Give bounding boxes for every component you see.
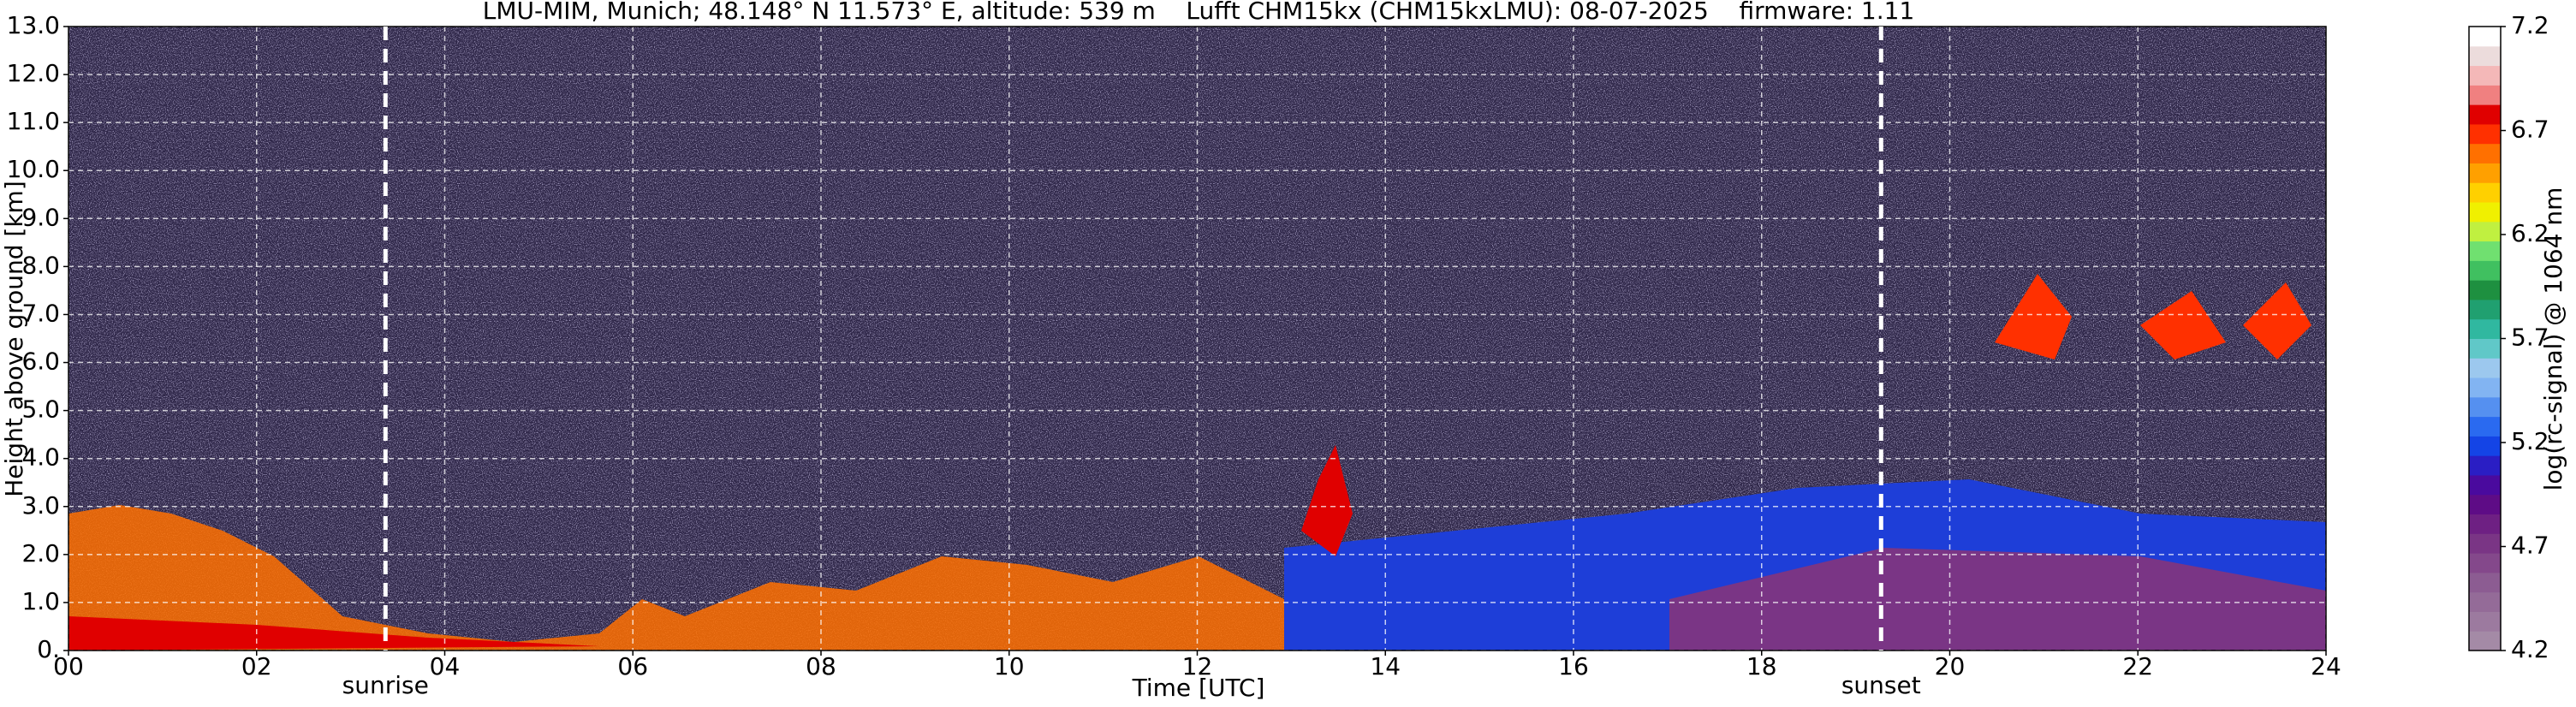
- x-tick-label: 18: [1746, 652, 1777, 680]
- colorbar-band: [2469, 202, 2501, 223]
- y-tick-label: 7.0: [21, 299, 60, 327]
- y-tick-label: 0.: [37, 635, 60, 663]
- colorbar-tick-label: 4.2: [2511, 635, 2549, 663]
- colorbar-band: [2469, 163, 2501, 183]
- colorbar-band: [2469, 358, 2501, 378]
- colorbar-band: [2469, 416, 2501, 437]
- colorbar-band: [2469, 494, 2501, 515]
- x-tick-label: 02: [241, 652, 272, 680]
- colorbar-band: [2469, 143, 2501, 163]
- colorbar-band: [2469, 631, 2501, 651]
- colorbar-band: [2469, 533, 2501, 554]
- boundary-layer: [1669, 548, 2326, 651]
- x-tick-label: 06: [617, 652, 648, 680]
- y-tick-label: 11.0: [7, 107, 60, 135]
- x-tick-label: 10: [994, 652, 1025, 680]
- y-tick-label: 4.0: [21, 443, 60, 472]
- colorbar-band: [2469, 45, 2501, 67]
- colorbar-band: [2469, 27, 2501, 47]
- colorbar-band: [2469, 514, 2501, 534]
- colorbar-tick-label: 7.2: [2511, 11, 2549, 39]
- x-axis-label: Time [UTC]: [1132, 674, 1265, 702]
- y-tick-label: 1.0: [21, 587, 60, 615]
- x-tick-label: 14: [1370, 652, 1401, 680]
- colorbar-tick-label: 4.7: [2511, 532, 2549, 560]
- chart-title: LMU-MIM, Munich; 48.148° N 11.573° E, al…: [483, 0, 1915, 25]
- colorbar-band: [2469, 474, 2501, 496]
- y-tick-label: 5.0: [21, 395, 60, 424]
- annotation-label: sunset: [1841, 671, 1921, 699]
- colorbar-tick-label: 5.2: [2511, 427, 2549, 455]
- colorbar-band: [2469, 241, 2501, 261]
- y-tick-label: 3.0: [21, 491, 60, 520]
- y-axis-label: Height above ground [km]: [0, 181, 28, 497]
- y-tick-label: 9.0: [21, 203, 60, 231]
- y-tick-label: 6.0: [21, 348, 60, 376]
- colorbar-band: [2469, 260, 2501, 281]
- colorbar-label: log(rc-signal) @ 1064 nm: [2539, 187, 2567, 491]
- colorbar-tick-label: 6.7: [2511, 116, 2549, 144]
- colorbar-band: [2469, 221, 2501, 242]
- y-tick-label: 12.0: [7, 59, 60, 87]
- y-tick-label: 13.0: [7, 11, 60, 39]
- y-tick-label: 2.0: [21, 539, 60, 567]
- x-tick-label: 24: [2311, 652, 2341, 680]
- colorbar-band: [2469, 591, 2501, 612]
- near-ground-layer: [68, 616, 599, 651]
- colorbar-band: [2469, 338, 2501, 359]
- colorbar-tick-label: 6.2: [2511, 219, 2549, 247]
- annotation-label: sunrise: [342, 671, 429, 699]
- colorbar-band: [2469, 65, 2501, 86]
- colorbar-band: [2469, 85, 2501, 105]
- x-tick-label: 20: [1935, 652, 1966, 680]
- colorbar-tick-label: 5.7: [2511, 324, 2549, 352]
- cloud: [1995, 274, 2311, 359]
- colorbar-band: [2469, 436, 2501, 456]
- colorbar-band: [2469, 611, 2501, 632]
- x-tick-label: 16: [1558, 652, 1589, 680]
- colorbar-band: [2469, 318, 2501, 339]
- y-tick-label: 10.0: [7, 155, 60, 183]
- colorbar-band: [2469, 396, 2501, 418]
- colorbar-band: [2469, 299, 2501, 320]
- x-tick-label: 00: [53, 652, 84, 680]
- colorbar-band: [2469, 377, 2501, 398]
- x-tick-label: 08: [806, 652, 836, 680]
- low-signal-layer: [68, 505, 1284, 651]
- colorbar-band: [2469, 572, 2501, 593]
- x-tick-label: 22: [2122, 652, 2153, 680]
- plot-frame: [68, 26, 2327, 651]
- colorbar-band: [2469, 104, 2501, 125]
- plume: [1301, 445, 1353, 556]
- colorbar-band: [2469, 455, 2501, 476]
- x-tick-label: 12: [1182, 652, 1213, 680]
- colorbar-band: [2469, 182, 2501, 203]
- colorbar-band: [2469, 280, 2501, 300]
- colorbar-band: [2469, 123, 2501, 145]
- colorbar-band: [2469, 553, 2501, 573]
- y-tick-label: 8.0: [21, 251, 60, 279]
- x-tick-label: 04: [430, 652, 461, 680]
